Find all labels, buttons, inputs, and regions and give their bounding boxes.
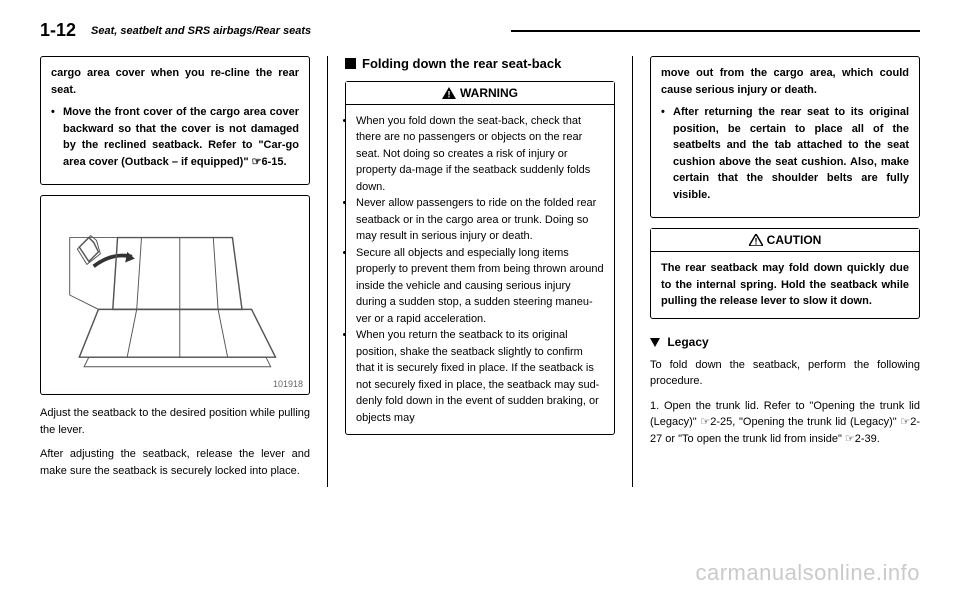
svg-text:!: ! <box>448 89 451 99</box>
caution-header: ! CAUTION <box>651 229 919 252</box>
warning-box: ! WARNING When you fold down the seat-ba… <box>345 81 615 436</box>
page-header: 1-12 Seat, seatbelt and SRS airbags/Rear… <box>40 20 920 41</box>
subsection-title: Legacy <box>650 333 920 351</box>
caution-box: ! CAUTION The rear seatback may fold dow… <box>650 228 920 319</box>
section-title: Seat, seatbelt and SRS airbags/Rear seat… <box>91 25 500 37</box>
column-divider-1 <box>327 56 328 487</box>
body-paragraph-2: After adjusting the seatback, release th… <box>40 446 310 479</box>
box-list-item: Move the front cover of the cargo area c… <box>51 104 299 170</box>
column-1: cargo area cover when you re-cline the r… <box>40 56 310 487</box>
warning-header: ! WARNING <box>346 82 614 105</box>
header-content: 1-12 Seat, seatbelt and SRS airbags/Rear… <box>40 20 920 41</box>
subsection-label: Legacy <box>667 335 708 349</box>
header-divider <box>511 30 920 32</box>
body-paragraph-3: To fold down the seatback, perform the f… <box>650 357 920 390</box>
body-paragraph-4: 1. Open the trunk lid. Refer to "Opening… <box>650 398 920 448</box>
box-continue-text: cargo area cover when you re-cline the r… <box>51 65 299 98</box>
info-box-continued: cargo area cover when you re-cline the r… <box>40 56 310 185</box>
image-id: 101918 <box>273 378 303 392</box>
caution-label: CAUTION <box>767 231 822 249</box>
column-3: move out from the cargo area, which coul… <box>650 56 920 487</box>
seat-svg <box>41 196 309 394</box>
column-2: Folding down the rear seat-back ! WARNIN… <box>345 56 615 487</box>
warning-box-continued: move out from the cargo area, which coul… <box>650 56 920 218</box>
caution-text: The rear seatback may fold down quickly … <box>661 260 909 310</box>
section-heading: Folding down the rear seat-back <box>345 56 615 73</box>
warning-item-3: Secure all objects and especially long i… <box>356 245 604 328</box>
caution-triangle-icon: ! <box>749 234 763 246</box>
box-continue-text-2: move out from the cargo area, which coul… <box>661 65 909 98</box>
triangle-marker-icon <box>650 338 660 347</box>
body-paragraph-1: Adjust the seatback to the desired posit… <box>40 405 310 438</box>
box-list-item-2: After returning the rear seat to its ori… <box>661 104 909 203</box>
warning-item-4: When you return the seatback to its orig… <box>356 327 604 426</box>
seat-illustration: 101918 <box>40 195 310 395</box>
warning-triangle-icon: ! <box>442 87 456 99</box>
heading-marker-icon <box>345 58 356 69</box>
warning-item-2: Never allow passengers to ride on the fo… <box>356 195 604 245</box>
page-number: 1-12 <box>40 20 76 41</box>
heading-text: Folding down the rear seat-back <box>362 56 561 73</box>
content-columns: cargo area cover when you re-cline the r… <box>40 56 920 487</box>
svg-text:!: ! <box>754 237 757 247</box>
warning-item-1: When you fold down the seat-back, check … <box>356 113 604 196</box>
watermark: carmanualsonline.info <box>695 560 920 586</box>
column-divider-2 <box>632 56 633 487</box>
warning-label: WARNING <box>460 84 518 102</box>
